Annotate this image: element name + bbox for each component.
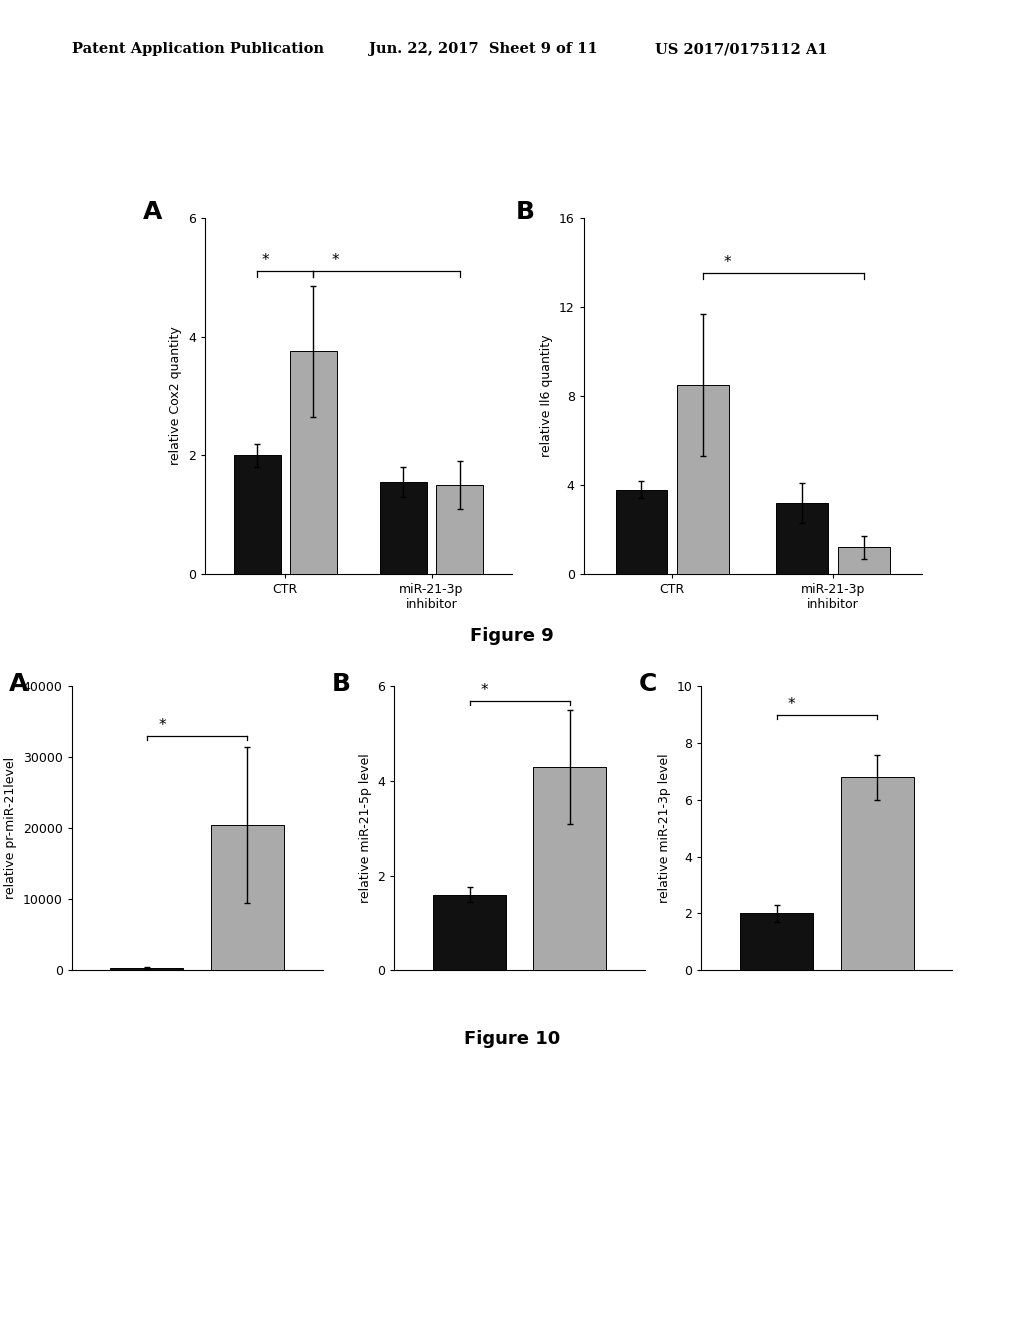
Text: Figure 10: Figure 10	[464, 1030, 560, 1048]
Text: B: B	[516, 199, 536, 224]
Bar	[534, 767, 606, 970]
Bar	[841, 777, 913, 970]
Y-axis label: relative Il6 quantity: relative Il6 quantity	[541, 335, 553, 457]
Y-axis label: relative pr-miR-21level: relative pr-miR-21level	[4, 758, 17, 899]
Text: *: *	[480, 682, 488, 698]
Y-axis label: relative miR-21-5p level: relative miR-21-5p level	[358, 754, 372, 903]
Bar	[740, 913, 813, 970]
Text: Patent Application Publication: Patent Application Publication	[72, 42, 324, 57]
Bar	[776, 503, 828, 574]
Y-axis label: relative miR-21-3p level: relative miR-21-3p level	[658, 754, 671, 903]
Bar	[233, 455, 281, 574]
Bar	[111, 968, 183, 970]
Y-axis label: relative Cox2 quantity: relative Cox2 quantity	[169, 326, 182, 466]
Bar	[615, 490, 667, 574]
Bar	[433, 895, 506, 970]
Text: Jun. 22, 2017  Sheet 9 of 11: Jun. 22, 2017 Sheet 9 of 11	[369, 42, 597, 57]
Text: B: B	[332, 672, 350, 696]
Text: C: C	[639, 672, 657, 696]
Bar	[839, 548, 890, 574]
Text: A: A	[9, 672, 29, 696]
Text: *: *	[787, 697, 796, 711]
Bar	[436, 486, 483, 574]
Text: US 2017/0175112 A1: US 2017/0175112 A1	[655, 42, 828, 57]
Bar	[290, 351, 337, 574]
Text: *: *	[158, 718, 166, 733]
Text: *: *	[262, 252, 269, 268]
Text: Figure 9: Figure 9	[470, 627, 554, 645]
Text: *: *	[332, 252, 339, 268]
Text: A: A	[143, 199, 163, 224]
Text: *: *	[723, 255, 731, 269]
Bar	[380, 482, 427, 574]
Bar	[677, 385, 729, 574]
Bar	[211, 825, 284, 970]
